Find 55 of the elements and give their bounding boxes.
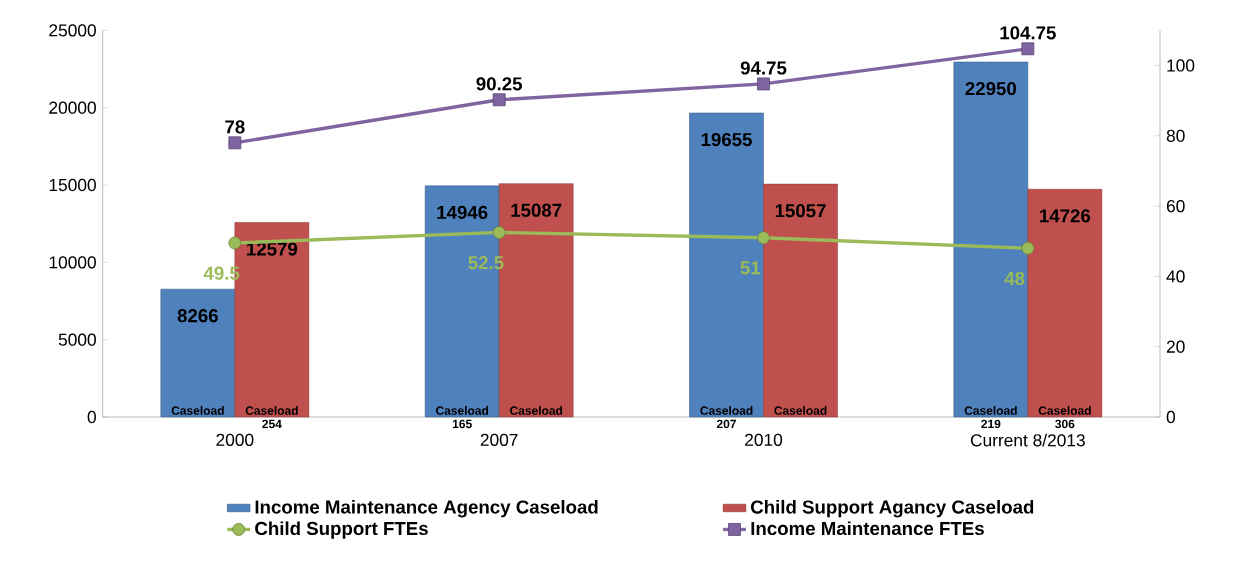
data-label: 94.75	[740, 61, 787, 75]
y-tick-label: 0	[87, 410, 96, 424]
data-label: 14946	[437, 205, 488, 220]
legend-label: Income Maintenance Agency Caseload	[255, 499, 598, 518]
point	[492, 93, 506, 107]
data-label: 78	[225, 120, 245, 134]
annotation: Caseload 207	[700, 406, 753, 429]
data-label: 22950	[965, 81, 1017, 96]
y-tick-label: 10000	[49, 256, 96, 269]
y-tick-label: 5000	[58, 333, 96, 346]
bar	[160, 288, 236, 418]
point	[757, 231, 770, 245]
y2-tick-label: 100	[1167, 59, 1195, 72]
legend-label: Child Support FTEs	[255, 521, 428, 539]
point	[228, 236, 242, 250]
data-label: 19655	[701, 132, 752, 147]
x-tick-label: 2007	[480, 433, 518, 446]
legend-label: Child Support Agancy Caseload	[750, 499, 1034, 518]
data-label: 12579	[247, 242, 298, 256]
annotation: Caseload 306	[1038, 406, 1091, 429]
y-tick-label: 20000	[49, 101, 96, 114]
annotation: Caseload	[774, 406, 827, 415]
data-label: 104.75	[1000, 26, 1056, 40]
x-tick-label: 2010	[745, 433, 783, 446]
annotation: Caseload 219	[964, 406, 1017, 429]
y2-tick-label: 20	[1166, 340, 1185, 353]
point	[1021, 42, 1035, 56]
bar	[689, 112, 764, 418]
y-tick-label: 25000	[49, 24, 96, 37]
bar	[953, 61, 1029, 418]
data-label: 8266	[177, 309, 218, 323]
y2-tick-label: 80	[1166, 129, 1185, 142]
data-label: 15057	[775, 204, 826, 218]
x-tick-label: 2000	[216, 433, 254, 446]
data-label: 14726	[1040, 209, 1091, 223]
y-tick-label: 15000	[49, 178, 96, 192]
annotation: Caseload 165	[436, 406, 489, 429]
point	[757, 77, 770, 91]
y2-tick-label: 0	[1166, 410, 1176, 424]
data-label: 48	[1004, 271, 1025, 286]
bar	[763, 183, 838, 418]
y2-tick-label: 40	[1166, 270, 1185, 283]
point	[492, 226, 506, 239]
data-label: 90.25	[476, 77, 523, 91]
data-label: 51	[740, 261, 761, 275]
annotation: Caseload 254	[245, 406, 298, 429]
annotation: Caseload	[171, 406, 224, 415]
x-tick-label: Current 8/2013	[970, 433, 1085, 447]
y2-tick-label: 60	[1166, 199, 1185, 213]
point	[228, 136, 242, 150]
point	[1021, 241, 1035, 255]
bar	[1027, 188, 1103, 418]
data-label: 15087	[511, 203, 562, 217]
annotation: Caseload	[510, 406, 563, 415]
legend-label: Income Maintenance FTEs	[751, 521, 984, 536]
